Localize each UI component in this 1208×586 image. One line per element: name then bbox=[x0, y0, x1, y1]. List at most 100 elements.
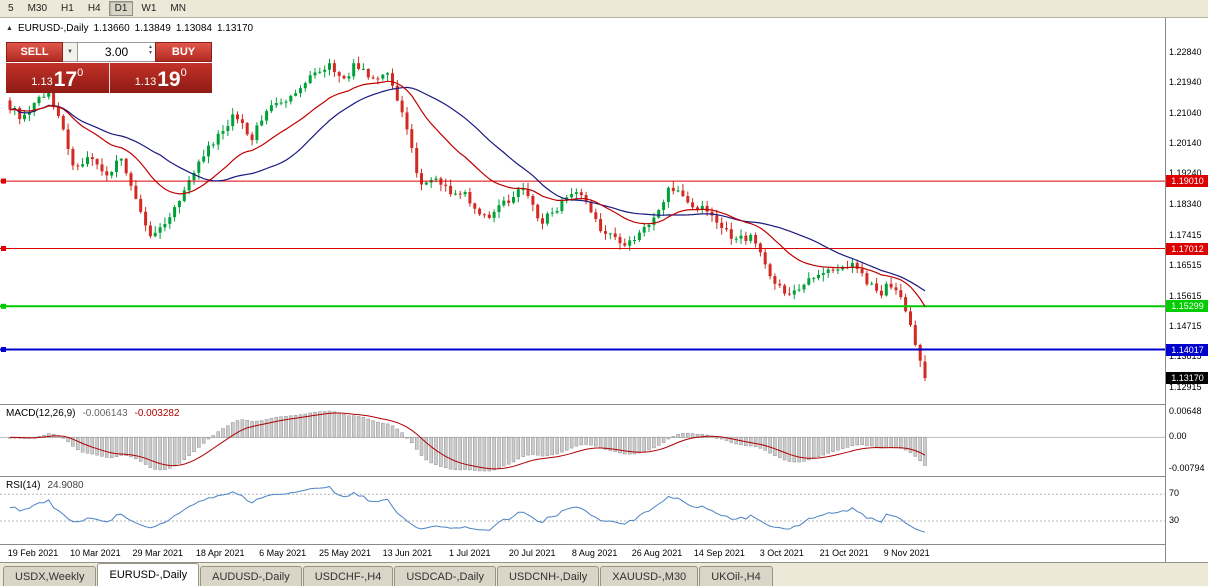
macd-panel[interactable]: MACD(12,26,9) -0.006143 -0.003282 bbox=[0, 404, 1165, 476]
chart-tab-usdcnh-daily[interactable]: USDCNH-,Daily bbox=[496, 566, 600, 586]
timeframe-button-h1[interactable]: H1 bbox=[61, 3, 74, 14]
chart-header: ▲ EURUSD-,Daily 1.13660 1.13849 1.13084 … bbox=[6, 23, 253, 34]
timeframe-button-5[interactable]: 5 bbox=[8, 3, 14, 14]
timeframe-button-h4[interactable]: H4 bbox=[87, 3, 101, 14]
volume-up-icon[interactable]: ▲ bbox=[148, 44, 153, 50]
time-axis-label: 1 Jul 2021 bbox=[449, 548, 491, 558]
timeframe-button-m30[interactable]: M30 bbox=[27, 3, 48, 14]
buy-price-pips: 19 bbox=[157, 68, 181, 91]
price-scale-tick: 1.12915 bbox=[1169, 381, 1202, 392]
price-scale-tick: 1.17415 bbox=[1169, 229, 1202, 240]
chart-tab-usdcad-daily[interactable]: USDCAD-,Daily bbox=[394, 566, 496, 586]
timeframe-button-mn[interactable]: MN bbox=[170, 3, 186, 14]
buy-button[interactable]: BUY bbox=[155, 42, 212, 62]
ohlc-close: 1.13170 bbox=[216, 23, 254, 34]
timeframe-button-d1[interactable]: D1 bbox=[108, 1, 134, 16]
macd-header: MACD(12,26,9) -0.006143 -0.003282 bbox=[6, 408, 180, 419]
time-axis-label: 6 May 2021 bbox=[259, 548, 307, 558]
price-line-label[interactable]: 1.19010 bbox=[1166, 175, 1208, 188]
price-scale-tick: 1.16515 bbox=[1169, 260, 1202, 271]
price-line-label[interactable]: 1.17012 bbox=[1166, 242, 1208, 255]
chart-tab-eurusd-daily[interactable]: EURUSD-,Daily bbox=[97, 563, 200, 586]
time-axis-label: 29 Mar 2021 bbox=[132, 548, 184, 558]
price-scale-tick: 1.22840 bbox=[1169, 46, 1202, 57]
chart-tab-audusd-daily[interactable]: AUDUSD-,Daily bbox=[200, 566, 302, 586]
sell-price-display[interactable]: 1.13 17 0 bbox=[6, 63, 109, 93]
chart-area[interactable]: ▲ EURUSD-,Daily 1.13660 1.13849 1.13084 … bbox=[0, 18, 1165, 562]
buy-price-point: 0 bbox=[180, 67, 187, 79]
ma-slow-line bbox=[9, 86, 926, 292]
time-axis-label: 20 Jul 2021 bbox=[508, 548, 556, 558]
time-axis-label: 21 Oct 2021 bbox=[819, 548, 869, 558]
volume-value: 3.00 bbox=[104, 45, 129, 59]
buy-price-display[interactable]: 1.13 19 0 bbox=[108, 63, 212, 93]
ohlc-low: 1.13084 bbox=[175, 23, 212, 34]
volume-dropdown-icon[interactable]: ▼ bbox=[63, 42, 78, 62]
price-scale[interactable]: 1.22840 1.21940 1.21040 1.20140 1.19240 1.183… bbox=[1165, 18, 1208, 562]
rsi-panel[interactable]: RSI(14) 24.9080 bbox=[0, 476, 1165, 544]
rsi-title: RSI(14) bbox=[6, 480, 41, 491]
time-axis-label: 19 Feb 2021 bbox=[7, 548, 59, 558]
macd-scale-zero: 0.00 bbox=[1169, 431, 1187, 442]
hline-handle[interactable] bbox=[1, 246, 6, 251]
hline-handle[interactable] bbox=[1, 178, 6, 184]
rsi-header: RSI(14) 24.9080 bbox=[6, 480, 84, 491]
volume-input[interactable]: 3.00 ▲ ▼ bbox=[78, 42, 155, 62]
price-scale-tick: 1.15615 bbox=[1169, 290, 1202, 301]
price-scale-tick: 1.14715 bbox=[1169, 320, 1202, 331]
macd-histogram bbox=[8, 410, 927, 472]
price-line-label[interactable]: 1.14017 bbox=[1166, 343, 1208, 356]
rsi-scale-70: 70 bbox=[1169, 488, 1180, 499]
timeframe-toolbar: 5 M30 H1 H4 D1 W1 MN bbox=[0, 0, 1208, 18]
time-axis-label: 10 Mar 2021 bbox=[70, 548, 121, 558]
rsi-chart bbox=[0, 477, 1165, 544]
time-axis-label: 25 May 2021 bbox=[318, 548, 372, 558]
volume-down-icon[interactable]: ▼ bbox=[148, 50, 153, 56]
time-axis-label: 26 Aug 2021 bbox=[631, 548, 683, 558]
price-scale-tick: 1.18340 bbox=[1169, 198, 1202, 209]
chart-symbol-title: EURUSD-,Daily bbox=[17, 23, 89, 34]
chart-tab-usdchf-h4[interactable]: USDCHF-,H4 bbox=[302, 566, 394, 586]
price-scale-tick: 1.21940 bbox=[1169, 77, 1202, 88]
collapse-icon[interactable]: ▲ bbox=[6, 25, 13, 32]
price-scale-tick: 1.13815 bbox=[1169, 351, 1202, 362]
buy-price-big-figure: 1.13 bbox=[134, 76, 157, 88]
sell-price-big-figure: 1.13 bbox=[31, 76, 53, 88]
ma-fast-line bbox=[9, 80, 926, 307]
price-scale-tick: 1.19240 bbox=[1169, 168, 1202, 179]
hline-handle[interactable] bbox=[1, 347, 6, 352]
macd-chart bbox=[0, 405, 1165, 476]
chart-tab-xauusd-m30[interactable]: XAUUSD-,M30 bbox=[600, 566, 699, 586]
time-axis-label: 8 Aug 2021 bbox=[571, 548, 618, 558]
ohlc-open: 1.13660 bbox=[93, 23, 130, 34]
price-scale-tick: 1.21040 bbox=[1169, 107, 1202, 118]
sell-price-pips: 17 bbox=[53, 68, 78, 91]
hline-handle[interactable] bbox=[1, 303, 6, 309]
chart-tab-usdx-weekly[interactable]: USDX,Weekly bbox=[3, 566, 97, 586]
rsi-value: 24.9080 bbox=[47, 480, 84, 491]
timeframe-button-w1[interactable]: W1 bbox=[141, 3, 157, 14]
macd-scale-max: 0.00648 bbox=[1169, 406, 1202, 416]
main-chart-panel[interactable]: ▲ EURUSD-,Daily 1.13660 1.13849 1.13084 … bbox=[0, 18, 1165, 404]
time-axis-label: 9 Nov 2021 bbox=[883, 548, 930, 558]
price-line-label[interactable]: 1.15299 bbox=[1166, 300, 1208, 313]
ohlc-high: 1.13849 bbox=[134, 23, 171, 34]
rsi-scale-30: 30 bbox=[1169, 515, 1180, 525]
macd-signal-line bbox=[10, 412, 926, 470]
macd-value: -0.006143 bbox=[82, 408, 128, 419]
macd-scale-min: -0.00794 bbox=[1169, 463, 1205, 473]
volume-spinner: ▲ ▼ bbox=[148, 44, 153, 56]
macd-signal-value: -0.003282 bbox=[134, 408, 180, 419]
macd-title: MACD(12,26,9) bbox=[6, 408, 76, 419]
current-price-label[interactable]: 1.13170 bbox=[1166, 372, 1208, 385]
one-click-trading-widget: SELL ▼ 3.00 ▲ ▼ BUY 1.13 17 0 1.13 19 0 bbox=[6, 42, 212, 93]
candlesticks bbox=[8, 56, 927, 381]
time-axis-label: 18 Apr 2021 bbox=[195, 548, 245, 558]
chart-tab-ukoil-h4[interactable]: UKOil-,H4 bbox=[699, 566, 773, 586]
candlestick-chart[interactable] bbox=[0, 18, 1165, 404]
sell-button[interactable]: SELL bbox=[6, 42, 63, 62]
bottom-tab-bar: USDX,Weekly EURUSD-,Daily AUDUSD-,Daily USD… bbox=[0, 562, 1208, 586]
time-axis-label: 14 Sep 2021 bbox=[693, 548, 745, 558]
rsi-line bbox=[9, 485, 926, 533]
